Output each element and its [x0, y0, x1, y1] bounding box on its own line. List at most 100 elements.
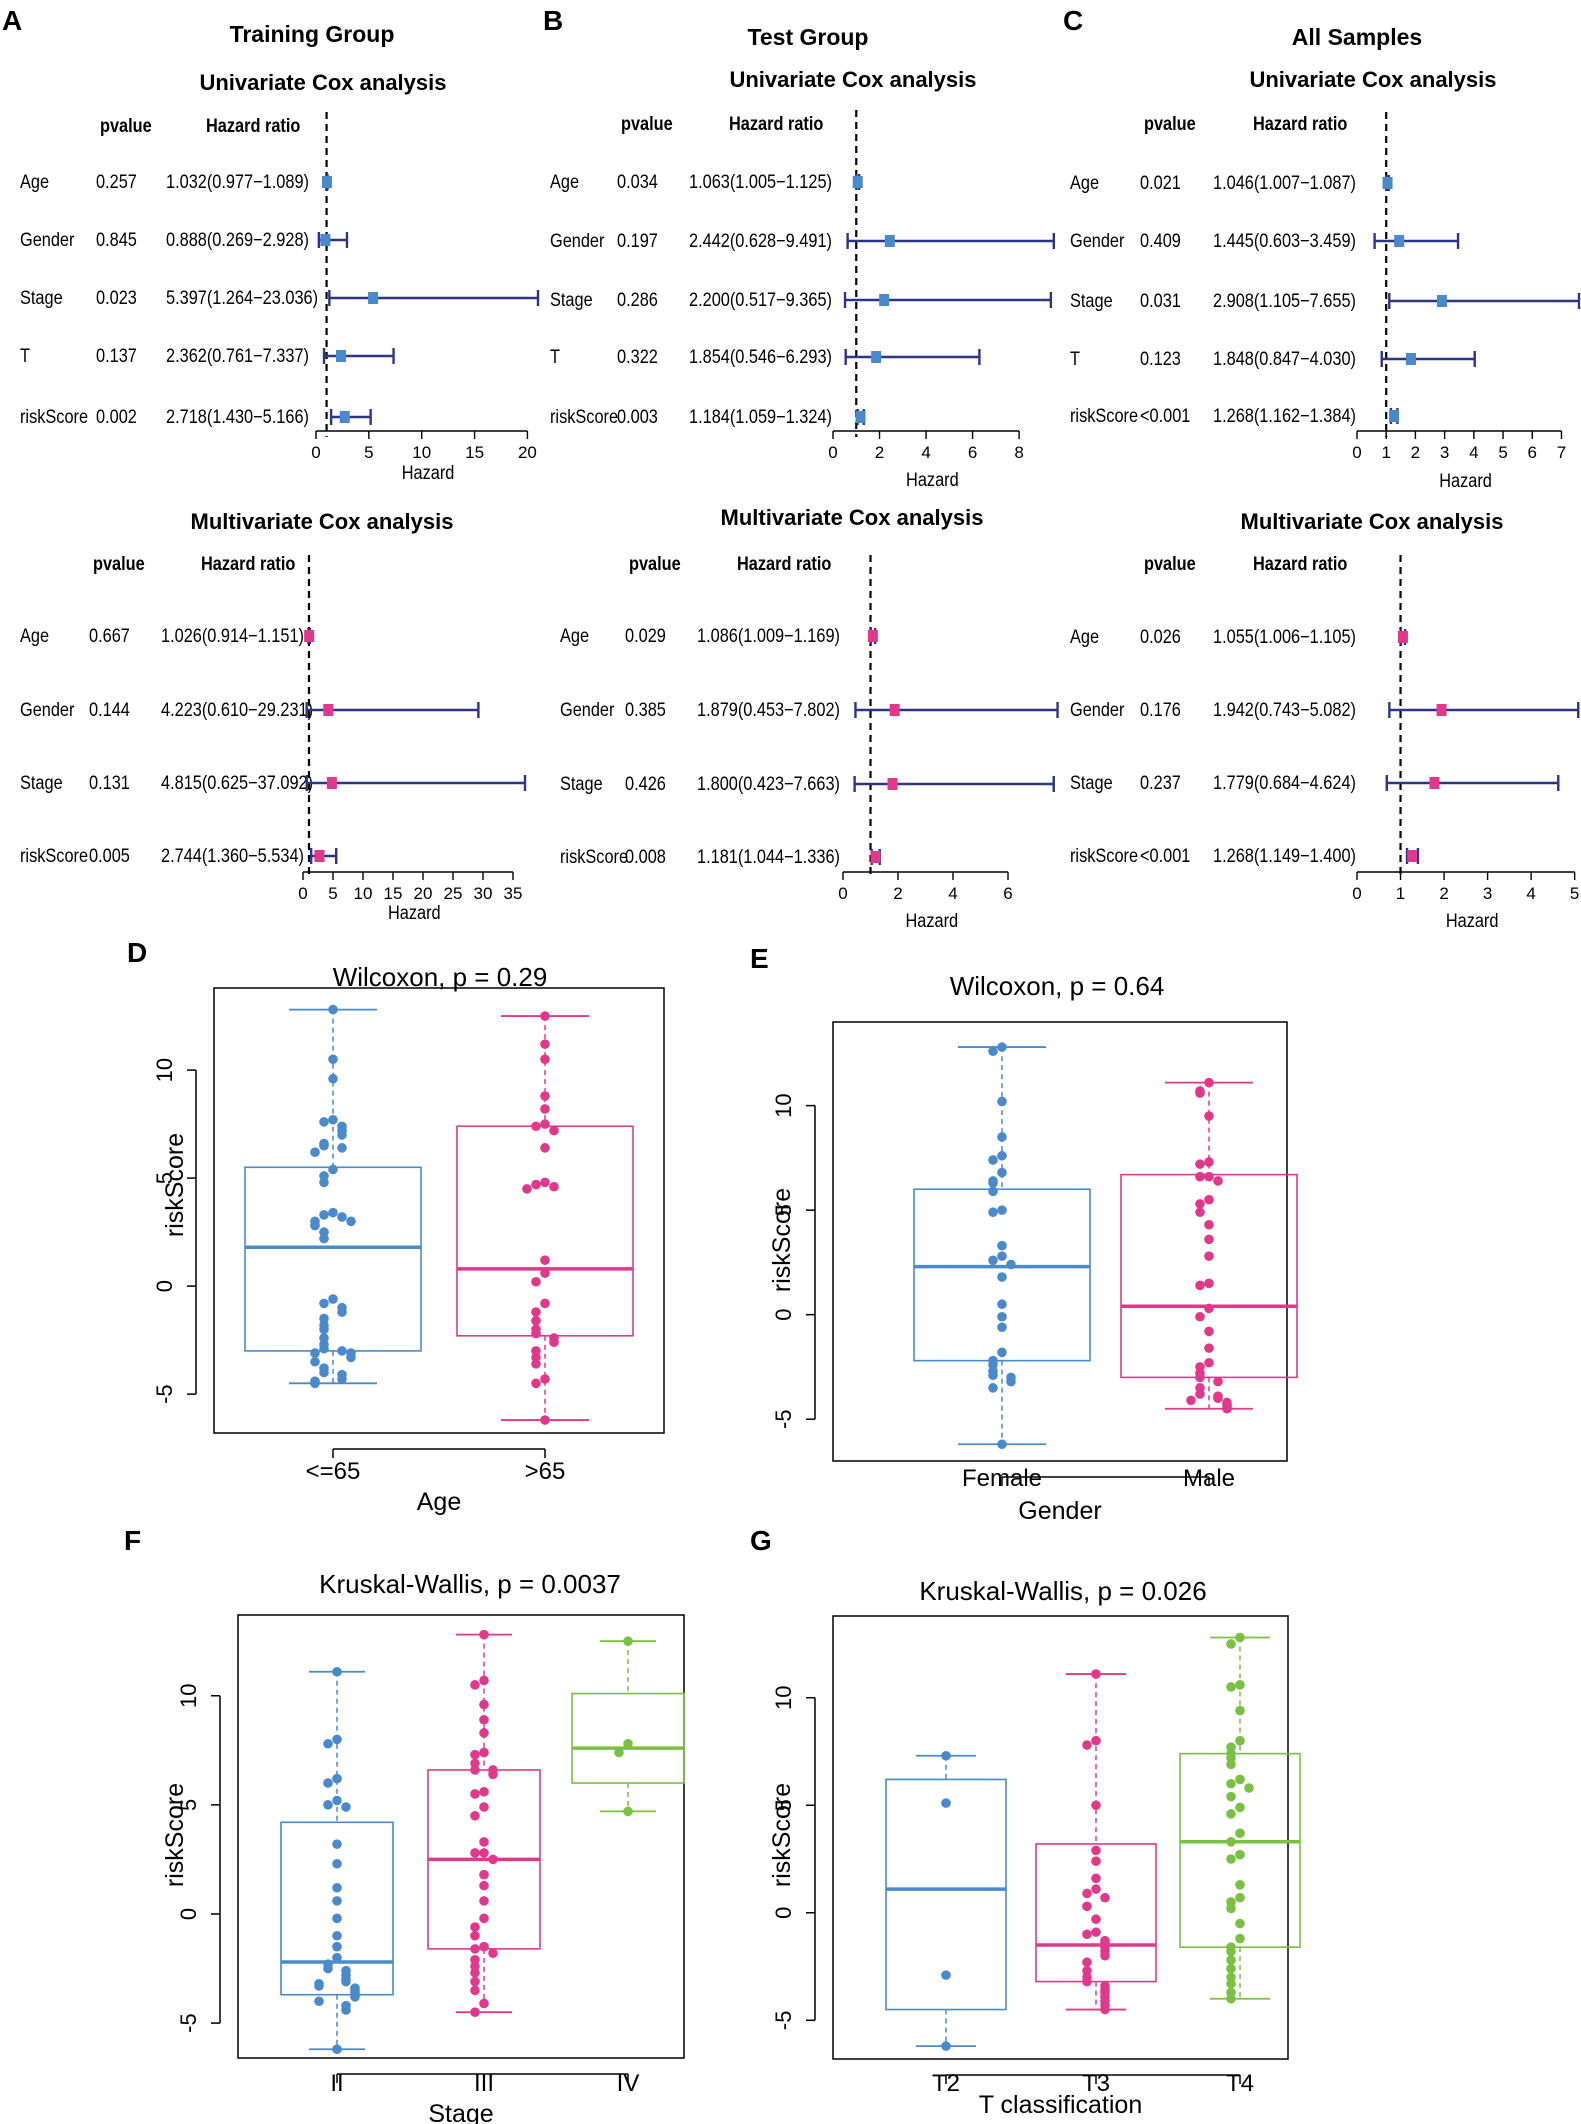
- row-hazard-ratio: 5.397(1.264−23.036): [166, 287, 318, 308]
- hr-square: [1397, 631, 1408, 643]
- data-point: [470, 1968, 480, 1978]
- row-label-wrap: Stage: [550, 289, 593, 310]
- x-tick-label: 7: [1557, 443, 1566, 462]
- x-axis-label-wrap: Hazard: [1439, 470, 1492, 491]
- row-hazard-ratio: 2.744(1.360−5.534): [161, 845, 304, 866]
- forest-plot-c-multi: Multivariate Cox analysis pvalue Hazard ra…: [1070, 509, 1580, 931]
- pvalue-header-wrap: pvalue: [100, 115, 152, 136]
- row-pvalue: 0.426: [625, 773, 666, 794]
- row-label-wrap: Age: [1070, 626, 1099, 647]
- x-category-label: Male: [1183, 1465, 1235, 1492]
- data-point: [328, 1114, 338, 1125]
- row-label-wrap: Age: [20, 171, 49, 192]
- row-pvalue-wrap: 0.029: [625, 625, 666, 646]
- row-pvalue: 0.008: [625, 846, 666, 867]
- data-point: [328, 1073, 338, 1084]
- data-point: [1204, 1171, 1214, 1182]
- y-tick-label: 5: [771, 1204, 796, 1216]
- group-title-test: Test Group: [748, 24, 869, 50]
- row-hazard-ratio: 2.442(0.628−9.491): [689, 230, 832, 251]
- data-point: [1091, 1873, 1101, 1884]
- data-point: [531, 1276, 541, 1287]
- pvalue-header: pvalue: [1144, 113, 1196, 134]
- data-point: [988, 1186, 998, 1197]
- row-hazard-ratio: 1.086(1.009−1.169): [697, 625, 840, 646]
- data-point: [323, 1800, 333, 1810]
- y-tick-label: 0: [771, 1309, 796, 1321]
- row-hazard-ratio-wrap: 1.181(1.044−1.336): [697, 846, 840, 867]
- data-point: [337, 1130, 347, 1140]
- row-hazard-ratio: 1.032(0.977−1.089): [166, 171, 309, 192]
- data-point: [1195, 1389, 1205, 1399]
- panel-letter-a: A: [2, 5, 22, 36]
- data-point: [319, 1343, 329, 1354]
- row-label: Stage: [1070, 772, 1113, 793]
- x-tick-label: 5: [328, 884, 337, 903]
- row-hazard-ratio: 1.181(1.044−1.336): [697, 846, 840, 867]
- data-point: [332, 1882, 342, 1893]
- data-point: [623, 1636, 633, 1646]
- row-hazard-ratio: 1.854(0.546−6.293): [689, 346, 832, 367]
- data-point: [470, 1922, 480, 1932]
- data-point: [988, 1255, 998, 1266]
- data-point: [941, 1798, 951, 1808]
- data-point: [332, 1773, 342, 1784]
- data-point: [540, 1268, 550, 1278]
- x-tick-label: 0: [1352, 443, 1361, 462]
- forest-row-gender: Gender 0.144 4.223(0.610−29.231): [20, 699, 480, 720]
- hazard-ratio-header: Hazard ratio: [1253, 553, 1348, 574]
- x-tick-label: 1: [1381, 443, 1390, 462]
- hr-square: [879, 294, 890, 306]
- data-point: [1226, 1978, 1236, 1989]
- data-point: [479, 1786, 489, 1797]
- hazard-ratio-header: Hazard ratio: [206, 115, 301, 136]
- y-tick-label: 10: [771, 1685, 796, 1709]
- iqr-box: [280, 1821, 394, 1996]
- data-point: [1235, 1828, 1245, 1838]
- data-point: [341, 2005, 351, 2015]
- forest-row-riskscore: riskScore 0.005 2.744(1.360−5.534): [20, 845, 338, 866]
- row-label: Age: [550, 171, 579, 192]
- row-pvalue-wrap: 0.286: [617, 289, 658, 310]
- data-point: [479, 1728, 489, 1738]
- data-point: [997, 1299, 1007, 1310]
- x-tick-label: 20: [518, 443, 537, 462]
- row-label-wrap: Stage: [1070, 772, 1113, 793]
- row-label-wrap: Gender: [20, 699, 75, 720]
- data-point: [332, 1930, 342, 1941]
- row-pvalue-wrap: 0.197: [617, 230, 658, 251]
- hr-square: [314, 850, 325, 862]
- row-label: riskScore: [560, 846, 628, 867]
- box-group-t4: T4: [1179, 1632, 1301, 2097]
- hr-square: [889, 704, 900, 716]
- forest-row-age: Age 0.257 1.032(0.977−1.089): [20, 171, 332, 192]
- pvalue-header-wrap: pvalue: [621, 113, 673, 134]
- data-point: [1226, 1993, 1236, 2004]
- row-label: Age: [20, 171, 49, 192]
- forest-row-riskscore: riskScore <0.001 1.268(1.149−1.400): [1070, 845, 1420, 866]
- data-point: [1235, 1632, 1245, 1643]
- plot-frame: [237, 1614, 685, 2059]
- data-point: [1204, 1077, 1214, 1088]
- x-tick-label: 8: [1014, 443, 1023, 462]
- row-pvalue: 0.176: [1140, 699, 1181, 720]
- data-point: [323, 1778, 333, 1788]
- data-point: [310, 1378, 320, 1389]
- row-hazard-ratio-wrap: 2.200(0.517−9.365): [689, 289, 832, 310]
- forest-row-gender: Gender 0.197 2.442(0.628−9.491): [550, 230, 1055, 251]
- row-hazard-ratio: 2.908(1.105−7.655): [1213, 290, 1356, 311]
- data-point: [332, 1896, 342, 1906]
- data-point: [1226, 1778, 1236, 1789]
- data-point: [1082, 1740, 1092, 1750]
- data-point: [1082, 1929, 1092, 1940]
- row-pvalue: 0.034: [617, 171, 658, 192]
- iqr-box: [885, 1778, 1007, 2011]
- box-group-ii: II: [280, 1666, 394, 2097]
- y-axis-label: riskScore: [161, 1133, 189, 1237]
- data-point: [531, 1307, 541, 1317]
- data-point: [540, 1415, 550, 1425]
- row-label-wrap: Gender: [1070, 699, 1125, 720]
- forest-row-gender: Gender 0.176 1.942(0.743−5.082): [1070, 699, 1580, 720]
